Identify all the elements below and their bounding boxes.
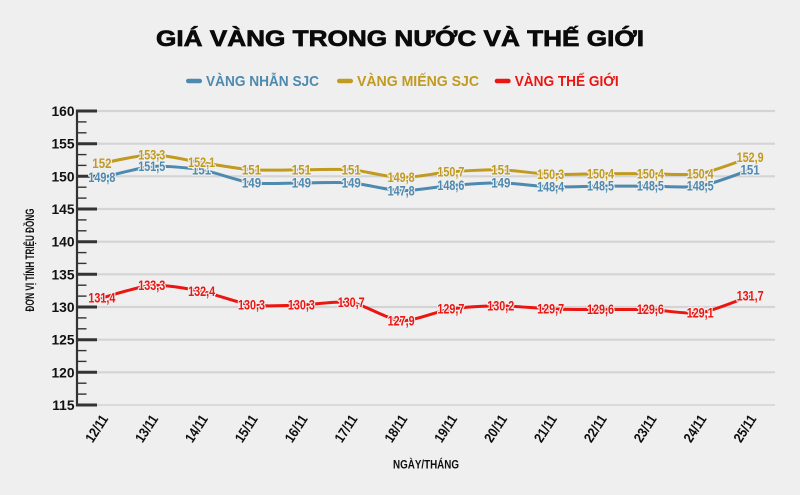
svg-text:130,7: 130,7 bbox=[338, 295, 365, 310]
svg-text:VÀNG THẾ GIỚI: VÀNG THẾ GIỚI bbox=[515, 72, 619, 90]
svg-text:150: 150 bbox=[51, 169, 74, 184]
svg-text:151: 151 bbox=[741, 162, 761, 177]
svg-text:148,5: 148,5 bbox=[637, 179, 664, 194]
svg-text:130,3: 130,3 bbox=[238, 298, 265, 313]
svg-text:129,1: 129,1 bbox=[687, 306, 714, 321]
svg-text:149: 149 bbox=[292, 176, 312, 191]
svg-text:VÀNG NHẪN SJC: VÀNG NHẪN SJC bbox=[206, 73, 319, 90]
svg-text:129,7: 129,7 bbox=[537, 302, 564, 317]
svg-text:150,4: 150,4 bbox=[637, 166, 664, 181]
svg-text:151: 151 bbox=[292, 162, 312, 177]
svg-text:148,5: 148,5 bbox=[587, 179, 614, 194]
svg-text:152,9: 152,9 bbox=[737, 150, 764, 165]
svg-text:125: 125 bbox=[51, 333, 74, 348]
svg-text:149: 149 bbox=[342, 176, 362, 191]
svg-text:115: 115 bbox=[52, 398, 75, 413]
svg-text:120: 120 bbox=[51, 365, 74, 380]
svg-text:147,8: 147,8 bbox=[388, 183, 415, 198]
svg-text:149,8: 149,8 bbox=[88, 170, 115, 185]
svg-text:160: 160 bbox=[51, 104, 74, 119]
svg-text:131,4: 131,4 bbox=[88, 291, 115, 306]
svg-text:127,9: 127,9 bbox=[388, 313, 415, 328]
svg-text:149: 149 bbox=[491, 176, 511, 191]
svg-text:148,4: 148,4 bbox=[537, 179, 564, 194]
svg-text:150,4: 150,4 bbox=[687, 166, 714, 181]
svg-text:131,7: 131,7 bbox=[737, 289, 764, 304]
svg-text:132,4: 132,4 bbox=[188, 284, 215, 299]
svg-text:130,3: 130,3 bbox=[288, 298, 315, 313]
svg-text:149,8: 149,8 bbox=[388, 170, 415, 185]
svg-text:151: 151 bbox=[242, 162, 262, 177]
svg-text:152,1: 152,1 bbox=[188, 155, 215, 170]
svg-text:150,4: 150,4 bbox=[587, 166, 614, 181]
svg-text:130,2: 130,2 bbox=[487, 298, 514, 313]
svg-text:151,5: 151,5 bbox=[138, 159, 165, 174]
svg-text:129,6: 129,6 bbox=[637, 302, 664, 317]
svg-text:135: 135 bbox=[51, 267, 74, 282]
svg-text:150,3: 150,3 bbox=[537, 167, 564, 182]
svg-text:148,6: 148,6 bbox=[437, 178, 464, 193]
svg-text:145: 145 bbox=[51, 202, 74, 217]
svg-text:153,3: 153,3 bbox=[138, 147, 165, 162]
svg-text:140: 140 bbox=[51, 235, 74, 250]
svg-text:129,7: 129,7 bbox=[437, 302, 464, 317]
svg-text:148,5: 148,5 bbox=[687, 179, 714, 194]
svg-text:130: 130 bbox=[51, 300, 74, 315]
svg-text:129,6: 129,6 bbox=[587, 302, 614, 317]
svg-text:152: 152 bbox=[92, 156, 112, 171]
svg-text:155: 155 bbox=[51, 137, 74, 152]
svg-text:133,3: 133,3 bbox=[138, 278, 165, 293]
svg-text:VÀNG MIẾNG SJC: VÀNG MIẾNG SJC bbox=[357, 73, 479, 90]
svg-text:150,7: 150,7 bbox=[437, 164, 464, 179]
svg-text:151: 151 bbox=[491, 162, 511, 177]
svg-text:NGÀY/THÁNG: NGÀY/THÁNG bbox=[393, 457, 459, 472]
svg-text:GIÁ VÀNG TRONG NƯỚC VÀ THẾ GIỚ: GIÁ VÀNG TRONG NƯỚC VÀ THẾ GIỚI bbox=[156, 26, 644, 51]
svg-text:151: 151 bbox=[342, 162, 362, 177]
svg-text:149: 149 bbox=[242, 176, 262, 191]
svg-text:ĐƠN VỊ TÍNH TRIỆU ĐỒNG: ĐƠN VỊ TÍNH TRIỆU ĐỒNG bbox=[24, 208, 37, 311]
svg-text:151: 151 bbox=[192, 162, 212, 177]
